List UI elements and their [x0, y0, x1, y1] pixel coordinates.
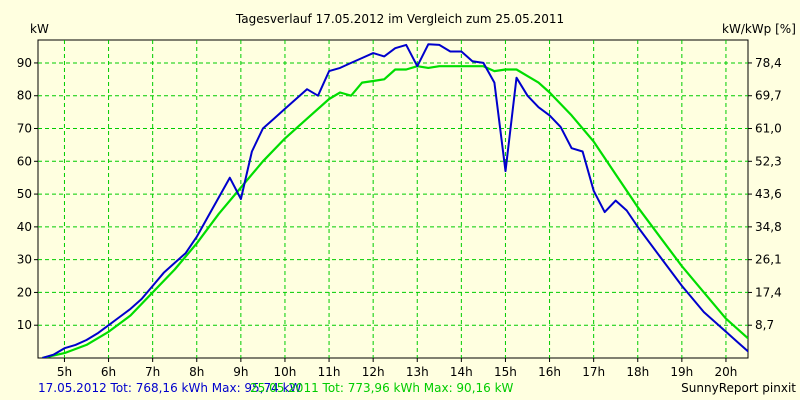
x-tick-label: 8h	[189, 365, 204, 379]
y-left-tick-label: 20	[17, 285, 32, 299]
x-tick-label: 15h	[494, 365, 517, 379]
y-left-tick-label: 30	[17, 253, 32, 267]
y-left-tick-label: 90	[17, 56, 32, 70]
x-tick-label: 17h	[582, 365, 605, 379]
x-tick-label: 6h	[101, 365, 116, 379]
x-tick-label: 7h	[145, 365, 160, 379]
x-tick-label: 19h	[670, 365, 693, 379]
y-right-tick-label: 8,7	[755, 318, 774, 332]
y-right-tick-label: 17,4	[755, 285, 782, 299]
series-layer	[42, 43, 748, 358]
x-tick-label: 16h	[538, 365, 561, 379]
credit-label: SunnyReport pinxit	[681, 381, 796, 395]
y-left-tick-label: 40	[17, 220, 32, 234]
grid	[38, 40, 748, 358]
y-right-tick-label: 61,0	[755, 122, 782, 136]
y-right-tick-label: 43,6	[755, 187, 782, 201]
x-tick-label: 18h	[626, 365, 649, 379]
y-axis-left-unit: kW	[30, 22, 49, 36]
y-right-tick-label: 78,4	[755, 56, 782, 70]
x-tick-label: 20h	[715, 365, 738, 379]
y-left-tick-label: 70	[17, 122, 32, 136]
y-axis-right-unit: kW/kWp [%]	[722, 22, 796, 36]
series-line-17-05-2012	[42, 43, 748, 358]
y-left-tick-label: 80	[17, 89, 32, 103]
series-line-25-05-2011	[42, 65, 748, 358]
x-tick-label: 12h	[362, 365, 385, 379]
y-left-tick-label: 10	[17, 318, 32, 332]
y-right-tick-label: 52,3	[755, 154, 782, 168]
y-left-tick-label: 60	[17, 154, 32, 168]
y-left-tick-label: 50	[17, 187, 32, 201]
x-tick-label: 11h	[318, 365, 341, 379]
y-right-tick-label: 26,1	[755, 253, 782, 267]
x-tick-label: 5h	[57, 365, 72, 379]
x-tick-label: 13h	[406, 365, 429, 379]
chart-title: Tagesverlauf 17.05.2012 im Vergleich zum…	[235, 12, 564, 26]
legend-series-1: 17.05.2012 Tot: 768,16 kWh Max: 95,74 kW	[38, 381, 302, 395]
legend-series-2: 25.05.2011 Tot: 773,96 kWh Max: 90,16 kW	[250, 381, 514, 395]
x-tick-label: 14h	[450, 365, 473, 379]
x-tick-label: 10h	[274, 365, 297, 379]
plot-area	[37, 39, 749, 359]
y-right-tick-label: 69,7	[755, 89, 782, 103]
axis-ticks: 5h 6h 7h 8h 9h 10h 11h 12h 13h 14h 15h 16h 17h 18h 19h…	[17, 56, 782, 379]
x-tick-label: 9h	[233, 365, 248, 379]
y-right-tick-label: 34,8	[755, 220, 782, 234]
